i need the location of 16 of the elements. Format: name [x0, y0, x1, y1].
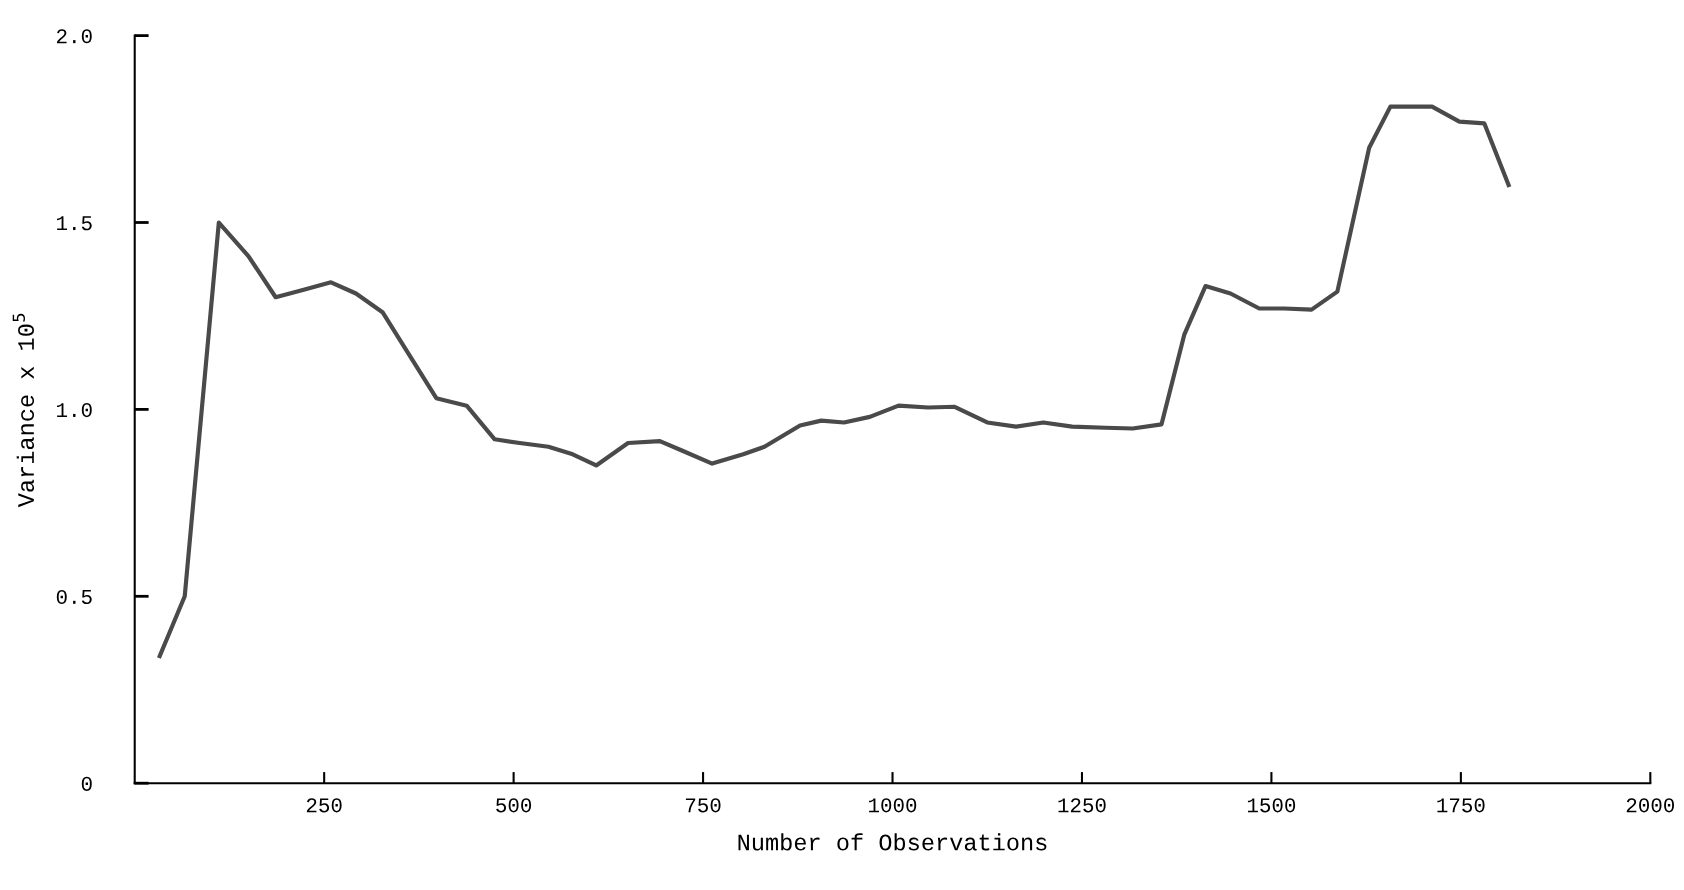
x-tick-label: 1750: [1437, 798, 1485, 813]
x-tick-label: 2000: [1626, 798, 1675, 813]
x-tick-label: 1250: [1058, 798, 1106, 813]
y-tick-label: 0.5: [56, 589, 92, 605]
y-tick-label: 1.0: [57, 403, 92, 418]
line-series: [157, 104, 1511, 659]
y-axis-title: Variance x 10$^{5}$: [12, 313, 35, 508]
x-tick-label: 500: [496, 798, 532, 813]
y-tick-label: 2.0: [57, 29, 92, 44]
x-tick-label: 1500: [1247, 798, 1296, 813]
y-tick-label: 0: [81, 776, 92, 791]
x-tick-label: 1000: [869, 798, 917, 813]
x-tick-label: 750: [685, 798, 721, 813]
x-tick-label: 250: [306, 798, 342, 813]
x-axis-title: Number of Observations: [738, 833, 1047, 851]
y-tick-label: 1.5: [57, 216, 92, 231]
